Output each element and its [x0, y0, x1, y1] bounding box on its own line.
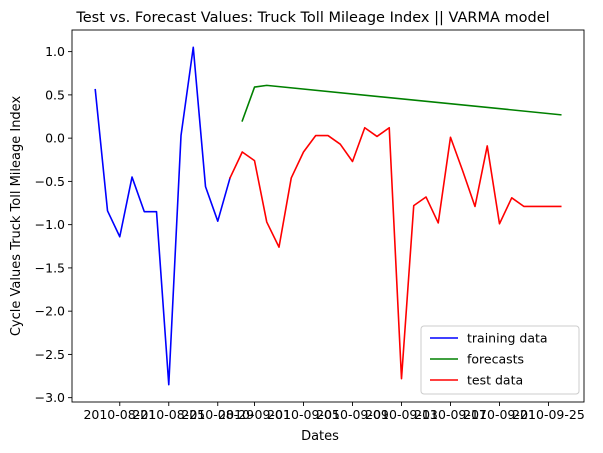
x-tick-label: 2010-08-25: [132, 407, 205, 422]
y-tick-label: −1.0: [35, 217, 65, 232]
series-line-test-data: [228, 126, 562, 380]
legend-label: forecasts: [467, 352, 524, 367]
y-tick-label: 0.5: [45, 87, 65, 102]
x-tick-label: 2010-09-01: [218, 407, 291, 422]
legend: training data forecasts test data: [420, 325, 580, 395]
x-tick-label: 2010-09-21: [463, 407, 536, 422]
legend-box: [420, 325, 580, 395]
y-tick-label: 1.0: [45, 44, 65, 59]
x-tick-label: 2010-09-05: [267, 407, 340, 422]
x-tick-label: 2010-08-21: [83, 407, 156, 422]
x-tick-label: 2010-08-29: [181, 407, 254, 422]
y-tick-label: 0.0: [45, 131, 65, 146]
series-layer: [94, 46, 562, 386]
x-tick-label: 2010-09-13: [365, 407, 438, 422]
y-tick-label: −0.5: [35, 174, 65, 189]
x-tick-label: 2010-09-25: [512, 407, 585, 422]
y-tick-label: −2.0: [35, 304, 65, 319]
plot-area: [71, 29, 585, 403]
y-axis-label: Cycle Values Truck Toll Mileage Index: [9, 96, 24, 337]
series-line-training-data: [94, 46, 231, 386]
legend-label: test data: [467, 373, 523, 388]
y-axis: −3.0 −2.5 −2.0 −1.5 −1.0 −0.5 0.0 0.5 1.0: [35, 44, 72, 405]
legend-label: training data: [467, 331, 548, 346]
y-tick-label: −1.5: [35, 260, 65, 275]
x-axis-label: Dates: [301, 429, 339, 444]
y-tick-label: −2.5: [35, 347, 65, 362]
chart-title: Test vs. Forecast Values: Truck Toll Mil…: [75, 10, 549, 26]
series-line-forecasts: [241, 84, 562, 122]
x-axis: 2010-08-212010-08-252010-08-292010-09-01…: [83, 402, 585, 422]
y-tick-label: −3.0: [35, 390, 65, 405]
x-tick-label: 2010-09-09: [316, 407, 389, 422]
plot-frame: [71, 29, 585, 403]
x-tick-label: 2010-09-17: [414, 407, 487, 422]
